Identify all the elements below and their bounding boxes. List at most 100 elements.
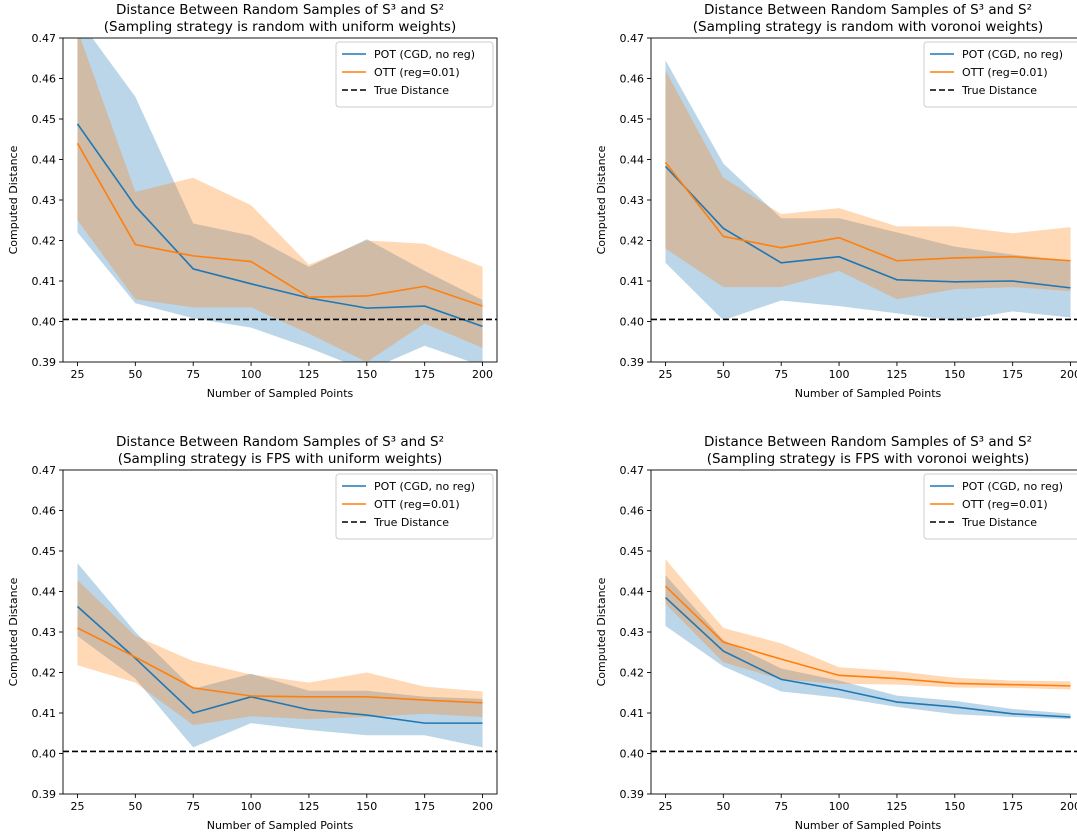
y-tick-label: 0.46	[620, 505, 645, 518]
chart-title: Distance Between Random Samples of S³ an…	[116, 434, 444, 450]
legend-box	[923, 473, 1077, 540]
chart-panel-2: Distance Between Random Samples of S³ an…	[595, 2, 1077, 400]
x-tick-label: 200	[1060, 368, 1077, 381]
y-tick-label: 0.47	[32, 32, 57, 45]
y-tick-label: 0.45	[620, 113, 645, 126]
legend: POT (CGD, no reg) OTT (reg=0.01) True Dist…	[335, 41, 494, 108]
plot-area	[651, 559, 1077, 753]
x-tick-label: 200	[1060, 800, 1077, 813]
x-tick-label: 75	[186, 368, 200, 381]
series-line-ott	[664, 585, 1071, 687]
legend-entry-pot: POT (CGD, no reg)	[374, 48, 475, 61]
y-tick-label: 0.42	[32, 667, 57, 680]
y-tick-label: 0.41	[32, 275, 57, 288]
y-tick-label: 0.47	[620, 32, 645, 45]
x-tick-label: 175	[1002, 368, 1023, 381]
x-tick-label: 50	[716, 368, 730, 381]
legend-entry-pot: POT (CGD, no reg)	[962, 48, 1063, 61]
legend-entry-pot: POT (CGD, no reg)	[374, 480, 475, 493]
chart-title: Distance Between Random Samples of S³ an…	[704, 434, 1032, 450]
y-tick-label: 0.43	[620, 194, 645, 207]
x-tick-label: 150	[944, 800, 965, 813]
legend-entry-true-distance: True Distance	[961, 84, 1037, 97]
band-pot	[665, 60, 1071, 321]
y-tick-label: 0.42	[620, 235, 645, 248]
band-ott	[665, 70, 1071, 300]
series-line-ott	[76, 142, 483, 307]
y-tick-label: 0.43	[32, 194, 57, 207]
series-line-pot	[76, 123, 483, 328]
x-tick-label: 75	[774, 368, 788, 381]
x-tick-label: 175	[414, 800, 435, 813]
x-tick-label: 25	[70, 368, 84, 381]
plot-area	[63, 38, 497, 362]
y-tick-label: 0.40	[32, 316, 57, 329]
band-pot	[77, 563, 483, 748]
y-tick-label: 0.45	[32, 113, 57, 126]
chart-panel-4: Distance Between Random Samples of S³ an…	[595, 434, 1077, 832]
chart-subtitle: (Sampling strategy is FPS with voronoi w…	[707, 451, 1030, 467]
band-ott	[77, 580, 483, 726]
y-tick-label: 0.45	[620, 545, 645, 558]
y-tick-label: 0.39	[620, 356, 645, 369]
band-pot	[77, 38, 483, 362]
x-axis-label: Number of Sampled Points	[795, 387, 942, 400]
y-tick-label: 0.40	[620, 316, 645, 329]
x-tick-label: 50	[128, 800, 142, 813]
x-tick-label: 25	[658, 800, 672, 813]
band-pot	[665, 575, 1071, 720]
series-line-ott	[77, 627, 483, 704]
series-line-pot	[664, 596, 1071, 718]
series-line-ott	[664, 161, 1071, 262]
x-tick-label: 150	[356, 368, 377, 381]
chart-title: Distance Between Random Samples of S³ an…	[704, 2, 1032, 18]
y-tick-label: 0.47	[620, 464, 645, 477]
legend-entry-true-distance: True Distance	[961, 516, 1037, 529]
legend-entry-ott: OTT (reg=0.01)	[962, 66, 1048, 79]
x-tick-label: 150	[944, 368, 965, 381]
x-axis-label: Number of Sampled Points	[795, 819, 942, 832]
y-tick-label: 0.44	[32, 154, 57, 167]
legend-entry-ott: OTT (reg=0.01)	[374, 498, 460, 511]
y-tick-label: 0.44	[620, 154, 645, 167]
y-tick-label: 0.39	[620, 788, 645, 801]
x-axis-label: Number of Sampled Points	[207, 387, 354, 400]
series-line-pot	[664, 165, 1071, 289]
x-tick-label: 25	[70, 800, 84, 813]
y-axis-label: Computed Distance	[7, 577, 20, 686]
y-axis-label: Computed Distance	[595, 577, 608, 686]
y-tick-label: 0.40	[32, 748, 57, 761]
x-axis-label: Number of Sampled Points	[207, 819, 354, 832]
legend: POT (CGD, no reg) OTT (reg=0.01) True Dist…	[335, 473, 494, 540]
y-tick-label: 0.46	[620, 73, 645, 86]
series-line-pot	[76, 605, 483, 724]
x-tick-label: 50	[716, 800, 730, 813]
x-tick-label: 125	[886, 368, 907, 381]
x-tick-label: 200	[472, 368, 493, 381]
y-tick-label: 0.44	[32, 586, 57, 599]
x-tick-label: 150	[356, 800, 377, 813]
y-axis-label: Computed Distance	[7, 145, 20, 254]
plot-area	[651, 60, 1077, 321]
plot-area	[63, 563, 497, 753]
y-tick-label: 0.39	[32, 788, 57, 801]
y-axis-label: Computed Distance	[595, 145, 608, 254]
x-tick-label: 100	[829, 368, 850, 381]
y-tick-label: 0.39	[32, 356, 57, 369]
x-tick-label: 100	[829, 800, 850, 813]
x-tick-label: 100	[241, 368, 262, 381]
x-tick-label: 50	[128, 368, 142, 381]
y-tick-label: 0.46	[32, 505, 57, 518]
y-tick-label: 0.41	[620, 275, 645, 288]
x-tick-label: 125	[298, 368, 319, 381]
x-tick-label: 100	[241, 800, 262, 813]
legend-box	[335, 41, 494, 108]
legend-box	[335, 473, 494, 540]
x-tick-label: 125	[886, 800, 907, 813]
band-ott	[665, 559, 1071, 690]
y-tick-label: 0.43	[620, 626, 645, 639]
y-tick-label: 0.42	[620, 667, 645, 680]
y-tick-label: 0.40	[620, 748, 645, 761]
legend-entry-true-distance: True Distance	[373, 84, 449, 97]
x-tick-label: 175	[1002, 800, 1023, 813]
